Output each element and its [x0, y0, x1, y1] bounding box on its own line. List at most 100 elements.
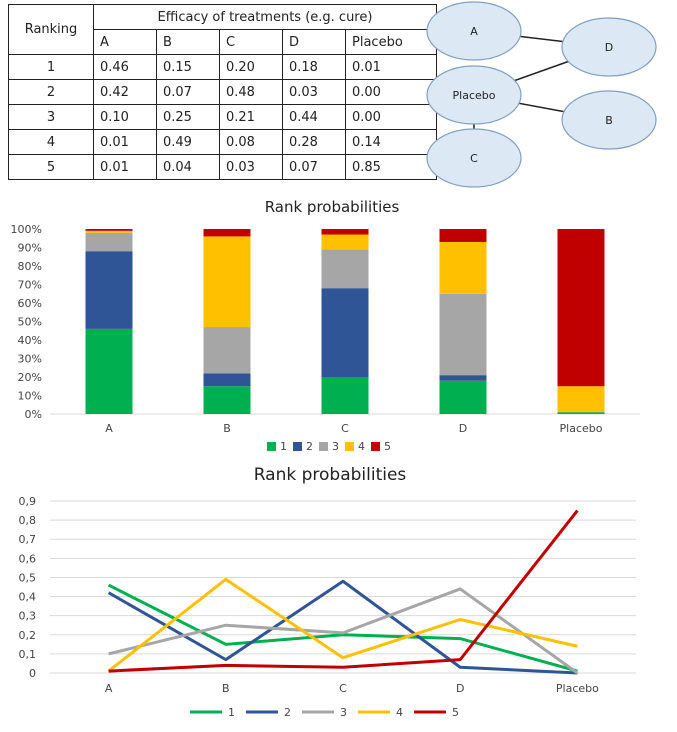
legend-label: 4	[358, 440, 365, 453]
x-tick-label: Placebo	[556, 682, 599, 695]
probability-cell: 0.85	[345, 154, 437, 180]
network-node-label: C	[470, 152, 478, 165]
bar-segment	[203, 386, 251, 414]
network-node-label: Placebo	[453, 89, 496, 102]
column-header: D	[282, 29, 346, 55]
y-tick-label: 100%	[11, 223, 42, 236]
network-node	[561, 90, 657, 150]
y-tick-label: 0,5	[19, 571, 37, 584]
legend-label: 4	[396, 706, 403, 719]
rank-cell: 5	[8, 154, 94, 180]
legend-swatch	[371, 442, 380, 451]
x-tick-label: A	[105, 422, 113, 435]
y-tick-label: 0,4	[19, 591, 37, 604]
bar-segment	[321, 229, 369, 235]
y-tick-label: 0,2	[19, 629, 37, 642]
efficacy-table: Ranking Efficacy of treatments (e.g. cur…	[8, 4, 437, 180]
bar-segment	[557, 412, 605, 414]
ranking-header: Ranking	[8, 4, 94, 55]
bar-segment	[203, 236, 251, 328]
bar-segment	[439, 229, 487, 242]
bar-segment	[203, 327, 251, 374]
probability-cell: 0.20	[219, 54, 283, 80]
legend-label: 2	[284, 706, 291, 719]
legend-swatch	[319, 442, 328, 451]
legend-swatch	[293, 442, 302, 451]
legend-swatch	[345, 442, 354, 451]
stacked-bar-chart: Rank probabilities 0% 10% 20% 30% 40% 50% 60% 70…	[11, 198, 640, 453]
bar-segment	[321, 377, 369, 414]
series-line	[108, 509, 579, 673]
x-tick-label: Placebo	[560, 422, 603, 435]
network-node-label: D	[605, 41, 613, 54]
table-row: 5 0.01 0.04 0.03 0.07 0.85	[8, 154, 437, 180]
x-tick-label: A	[105, 682, 113, 695]
bar-segment	[85, 232, 133, 252]
network-node-label: B	[605, 114, 613, 127]
probability-cell: 0.00	[345, 104, 437, 130]
legend-label: 1	[228, 706, 235, 719]
table-row: 4 0.01 0.49 0.08 0.28 0.14	[8, 129, 437, 155]
probability-cell: 0.07	[282, 154, 346, 180]
probability-cell: 0.10	[93, 104, 157, 130]
y-tick-label: 60%	[18, 297, 42, 310]
y-tick-label: 0,6	[19, 552, 37, 565]
series-line	[107, 579, 578, 675]
network-node-label: A	[470, 25, 478, 38]
bar-segment	[439, 375, 487, 381]
x-tick-label: D	[459, 422, 467, 435]
x-tick-label: C	[341, 422, 349, 435]
y-tick-label: 10%	[18, 390, 42, 403]
bar-segment	[85, 230, 133, 233]
legend-label: 3	[340, 706, 347, 719]
y-tick-label: 0,1	[19, 648, 37, 661]
y-tick-label: 0,3	[19, 610, 37, 623]
probability-cell: 0.46	[93, 54, 157, 80]
y-tick-label: 20%	[18, 371, 42, 384]
bar-segment	[203, 229, 251, 237]
y-tick-label: 80%	[18, 260, 42, 273]
probability-cell: 0.28	[282, 129, 346, 155]
probability-cell: 0.01	[345, 54, 437, 80]
legend-swatch	[267, 442, 276, 451]
series-line	[107, 583, 578, 673]
y-tick-label: 0,9	[19, 495, 37, 508]
table-header-row: Ranking Efficacy of treatments (e.g. cur…	[8, 4, 437, 55]
x-tick-label: D	[456, 682, 464, 695]
x-tick-label: B	[222, 682, 230, 695]
y-tick-label: 0,7	[19, 533, 37, 546]
bar-segment	[439, 241, 487, 294]
line-chart: Rank probabilities 0 0,1 0,2 0,3 0,4 0,5 0,6 0,7…	[19, 465, 636, 719]
network-node	[426, 1, 522, 61]
probability-cell: 0.00	[345, 79, 437, 105]
network-diagram: A Placebo C D B	[426, 1, 657, 188]
column-header: Placebo	[345, 29, 437, 55]
y-tick-label: 90%	[18, 242, 42, 255]
bar-segment	[85, 328, 133, 414]
legend-label: 5	[384, 440, 391, 453]
chart-title: Rank probabilities	[254, 465, 407, 485]
legend-label: 1	[280, 440, 287, 453]
bar-segment	[203, 373, 251, 387]
probability-cell: 0.03	[219, 154, 283, 180]
y-tick-label: 0%	[25, 408, 42, 421]
bar-segment	[85, 251, 133, 329]
bar-segment	[557, 386, 605, 413]
bar-segment	[321, 234, 369, 250]
bar-segment	[439, 380, 487, 414]
legend-label: 2	[306, 440, 313, 453]
network-node	[426, 65, 522, 125]
y-tick-label: 30%	[18, 353, 42, 366]
y-tick-label: 0	[29, 667, 36, 680]
table-body: 1 0.46 0.15 0.20 0.18 0.01 2 0.42 0.07 0.48 0.03 0.…	[8, 54, 437, 180]
y-tick-label: 50%	[18, 316, 42, 329]
series-line	[107, 577, 578, 673]
efficacy-group-header: Efficacy of treatments (e.g. cure)	[93, 4, 437, 30]
y-tick-label: 0,8	[19, 514, 37, 527]
legend-label: 5	[452, 706, 459, 719]
chart-title: Rank probabilities	[265, 198, 400, 216]
legend-label: 3	[332, 440, 339, 453]
rank-cell: 4	[8, 129, 94, 155]
series-line	[108, 587, 579, 675]
network-node	[561, 17, 657, 77]
